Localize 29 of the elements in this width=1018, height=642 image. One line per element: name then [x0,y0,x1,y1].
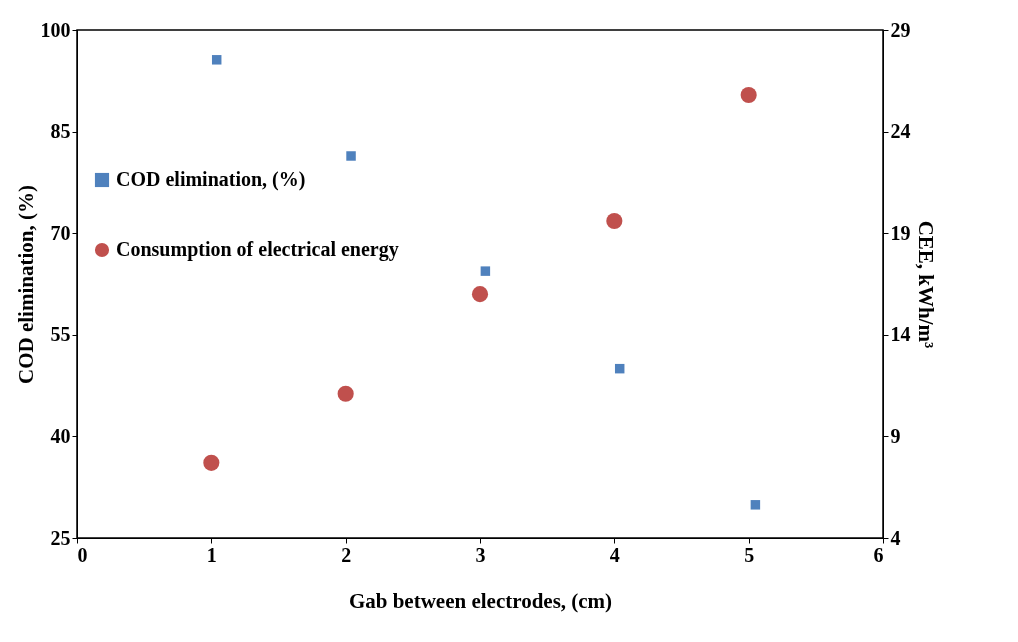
y2-tick-label: 14 [890,323,911,346]
x-tick-label: 0 [77,543,88,566]
legend-label: Consumption of electrical energy [116,238,399,261]
x-tick-label: 1 [206,543,217,566]
y2-axis-title: CEE, kWh/m³ [913,220,938,349]
x-tick-label: 5 [744,543,755,566]
point [337,385,354,402]
x-axis-title: Gab between electrodes, (cm) [348,588,613,613]
y2-tick-label: 24 [890,120,911,143]
y-tick-label: 100 [40,18,71,41]
y-tick-label: 25 [50,526,71,549]
point [740,86,757,104]
x-tick-label: 2 [341,543,352,566]
y-tick-label: 40 [50,424,71,447]
y2-tick-label: 4 [890,526,901,549]
y-axis-title: COD elimination, (%) [13,185,38,384]
y2-tick-label: 9 [890,424,901,447]
y2-tick-label: 19 [890,221,911,244]
point [203,454,220,471]
y-tick-label: 55 [50,323,71,346]
x-tick-label: 6 [873,543,884,566]
x-tick-label: 4 [609,543,620,566]
y-tick-label: 85 [50,120,71,143]
y-tick-label: 70 [50,221,71,244]
x-tick-label: 3 [475,543,486,566]
point [606,212,623,230]
point [471,286,489,303]
y2-tick-label: 29 [890,18,911,41]
legend-label: COD elimination, (%) [116,168,306,191]
